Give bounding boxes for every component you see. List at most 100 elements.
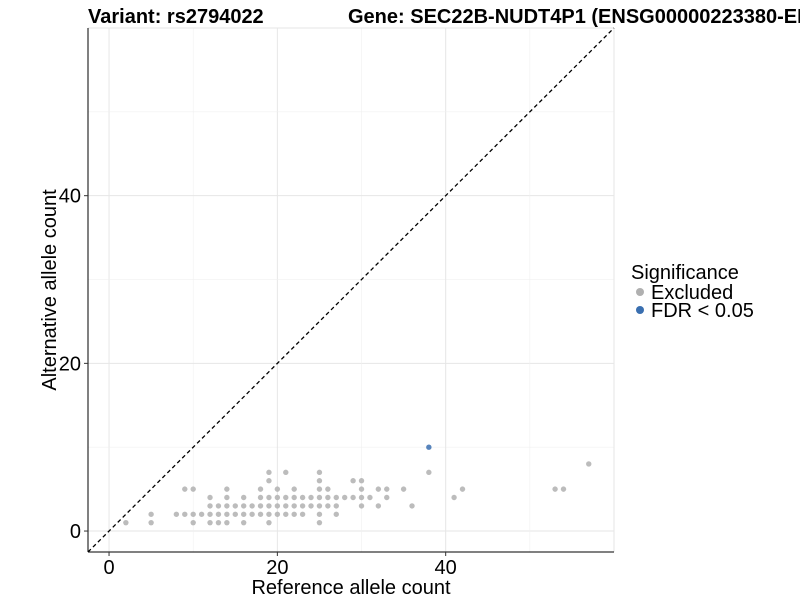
legend-label-excluded: Excluded xyxy=(651,282,733,304)
legend-key-fdr xyxy=(636,306,644,314)
point-excluded-67 xyxy=(333,511,339,517)
point-excluded-71 xyxy=(350,494,356,501)
point-excluded-57 xyxy=(316,519,323,526)
y-tick-label-20: 20 xyxy=(59,353,81,375)
point-excluded-13 xyxy=(207,494,213,501)
y-tick-label-0: 0 xyxy=(70,521,81,543)
point-excluded-25 xyxy=(240,511,247,517)
point-excluded-26 xyxy=(240,503,247,509)
point-excluded-4 xyxy=(182,511,188,517)
y-axis-title: Alternative allele count xyxy=(39,189,61,391)
ticks: 0 20 40 0 20 40 xyxy=(59,186,457,579)
x-tick-label-40: 40 xyxy=(435,557,457,579)
point-excluded-58 xyxy=(316,511,323,517)
point-excluded-9 xyxy=(198,511,205,517)
point-excluded-34 xyxy=(266,519,272,526)
point-excluded-37 xyxy=(266,494,272,501)
point-excluded-39 xyxy=(266,469,272,476)
point-excluded-35 xyxy=(266,511,272,517)
point-excluded-44 xyxy=(283,511,289,517)
point-excluded-24 xyxy=(240,519,247,526)
point-excluded-45 xyxy=(283,503,289,509)
point-excluded-70 xyxy=(341,494,348,501)
legend-key-excluded xyxy=(636,288,644,296)
point-excluded-80 xyxy=(384,494,390,501)
point-excluded-79 xyxy=(375,486,382,492)
point-excluded-40 xyxy=(274,511,281,517)
point-excluded-6 xyxy=(190,519,196,526)
chart-title-variant: Variant: rs2794022 xyxy=(88,6,264,28)
point-excluded-22 xyxy=(232,511,238,517)
diagonal-layer xyxy=(87,27,615,553)
point-excluded-5 xyxy=(182,486,188,492)
point-excluded-65 xyxy=(325,494,331,501)
point-excluded-66 xyxy=(325,486,331,492)
x-axis-title: Reference allele count xyxy=(251,577,450,599)
point-excluded-14 xyxy=(215,519,222,526)
point-excluded-51 xyxy=(291,486,297,492)
point-excluded-36 xyxy=(266,503,272,509)
point-excluded-61 xyxy=(316,486,323,492)
point-excluded-7 xyxy=(190,511,196,517)
point-excluded-75 xyxy=(358,486,365,492)
point-excluded-55 xyxy=(308,503,314,509)
point-excluded-20 xyxy=(224,494,230,501)
point-excluded-2 xyxy=(148,511,154,517)
point-excluded-88 xyxy=(560,486,567,492)
point-excluded-62 xyxy=(316,478,323,484)
legend-title: Significance xyxy=(631,262,739,284)
point-excluded-21 xyxy=(224,486,230,492)
point-excluded-50 xyxy=(291,494,297,501)
point-excluded-43 xyxy=(274,486,281,492)
point-excluded-1 xyxy=(148,519,154,526)
point-fdr-0-05-0 xyxy=(426,444,432,450)
point-excluded-77 xyxy=(367,494,373,501)
point-excluded-3 xyxy=(173,511,180,517)
point-excluded-15 xyxy=(215,511,222,517)
x-tick-label-0: 0 xyxy=(103,557,114,579)
point-excluded-0 xyxy=(123,519,129,526)
point-excluded-60 xyxy=(316,494,323,501)
point-excluded-38 xyxy=(266,478,272,484)
point-excluded-84 xyxy=(426,469,432,476)
point-excluded-46 xyxy=(283,494,289,501)
point-excluded-29 xyxy=(249,503,255,509)
point-excluded-31 xyxy=(257,503,264,509)
point-excluded-64 xyxy=(325,503,331,509)
point-excluded-47 xyxy=(283,469,289,476)
point-excluded-73 xyxy=(358,503,365,509)
legend-label-fdr: FDR < 0.05 xyxy=(651,300,754,322)
point-excluded-12 xyxy=(207,503,213,509)
point-excluded-33 xyxy=(257,486,264,492)
point-excluded-59 xyxy=(316,503,323,509)
point-excluded-74 xyxy=(358,494,365,501)
point-excluded-8 xyxy=(190,486,196,492)
point-excluded-19 xyxy=(224,503,230,509)
grid xyxy=(88,27,615,552)
point-excluded-82 xyxy=(400,486,407,492)
diagonal-reference-line xyxy=(87,27,615,553)
point-excluded-78 xyxy=(375,503,382,509)
point-excluded-18 xyxy=(224,511,230,517)
point-excluded-54 xyxy=(299,494,306,501)
point-excluded-42 xyxy=(274,494,281,501)
y-tick-label-40: 40 xyxy=(59,186,81,208)
point-excluded-69 xyxy=(333,494,339,501)
point-excluded-48 xyxy=(291,511,297,517)
point-excluded-81 xyxy=(384,486,390,492)
point-excluded-85 xyxy=(451,494,457,501)
legend: Significance Excluded FDR < 0.05 xyxy=(631,262,754,322)
point-excluded-76 xyxy=(358,478,365,484)
point-excluded-16 xyxy=(215,503,222,509)
point-excluded-10 xyxy=(207,519,213,526)
point-excluded-41 xyxy=(274,503,281,509)
point-excluded-32 xyxy=(257,494,264,501)
x-tick-label-20: 20 xyxy=(266,557,288,579)
point-excluded-89 xyxy=(586,461,592,467)
point-excluded-53 xyxy=(299,503,306,509)
point-excluded-56 xyxy=(308,494,314,501)
point-excluded-72 xyxy=(350,478,356,484)
point-excluded-23 xyxy=(232,503,238,509)
